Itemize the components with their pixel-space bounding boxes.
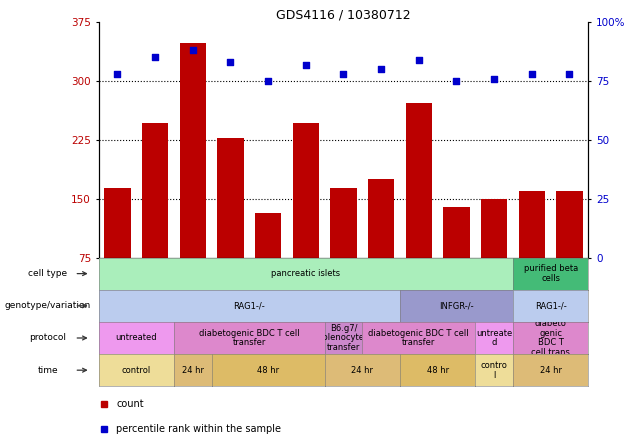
- Text: RAG1-/-: RAG1-/-: [233, 301, 265, 310]
- Text: purified beta
cells: purified beta cells: [523, 264, 577, 283]
- Point: [338, 71, 349, 78]
- Text: control: control: [121, 366, 151, 375]
- Point: [489, 75, 499, 82]
- Bar: [104, 189, 130, 258]
- Text: 48 hr: 48 hr: [257, 366, 279, 375]
- Text: INFGR-/-: INFGR-/-: [439, 301, 474, 310]
- Text: untreated: untreated: [116, 333, 157, 342]
- Bar: [368, 179, 394, 258]
- Point: [301, 61, 311, 68]
- Point: [527, 71, 537, 78]
- Text: diabetogenic BDC T cell
transfer: diabetogenic BDC T cell transfer: [199, 329, 300, 347]
- Bar: [218, 138, 244, 258]
- Bar: [142, 123, 169, 258]
- Point: [376, 66, 386, 73]
- Text: protocol: protocol: [29, 333, 66, 342]
- Text: pancreatic islets: pancreatic islets: [271, 269, 340, 278]
- Point: [113, 71, 123, 78]
- Bar: [330, 189, 357, 258]
- Point: [150, 54, 160, 61]
- Bar: [179, 44, 206, 258]
- Text: RAG1-/-: RAG1-/-: [535, 301, 567, 310]
- Bar: [556, 191, 583, 258]
- Title: GDS4116 / 10380712: GDS4116 / 10380712: [276, 8, 411, 21]
- Text: count: count: [116, 400, 144, 409]
- Bar: [293, 123, 319, 258]
- Point: [452, 78, 462, 85]
- Text: diabeto
genic
BDC T
cell trans: diabeto genic BDC T cell trans: [531, 319, 570, 357]
- Text: contro
l: contro l: [481, 361, 508, 380]
- Bar: [406, 103, 432, 258]
- Text: 24 hr: 24 hr: [539, 366, 562, 375]
- Point: [188, 47, 198, 54]
- Point: [564, 71, 574, 78]
- Text: diabetogenic BDC T cell
transfer: diabetogenic BDC T cell transfer: [368, 329, 469, 347]
- Text: untreate
d: untreate d: [476, 329, 512, 347]
- Point: [263, 78, 273, 85]
- Point: [225, 59, 235, 66]
- Text: 24 hr: 24 hr: [351, 366, 373, 375]
- Bar: [255, 213, 281, 258]
- Point: [413, 56, 424, 63]
- Bar: [443, 206, 469, 258]
- Text: 24 hr: 24 hr: [182, 366, 204, 375]
- Text: cell type: cell type: [28, 269, 67, 278]
- Text: B6.g7/
splenocytes
transfer: B6.g7/ splenocytes transfer: [318, 324, 369, 352]
- Text: genotype/variation: genotype/variation: [4, 301, 91, 310]
- Bar: [481, 199, 508, 258]
- Bar: [518, 191, 545, 258]
- Text: percentile rank within the sample: percentile rank within the sample: [116, 424, 281, 434]
- Text: time: time: [38, 366, 58, 375]
- Text: 48 hr: 48 hr: [427, 366, 448, 375]
